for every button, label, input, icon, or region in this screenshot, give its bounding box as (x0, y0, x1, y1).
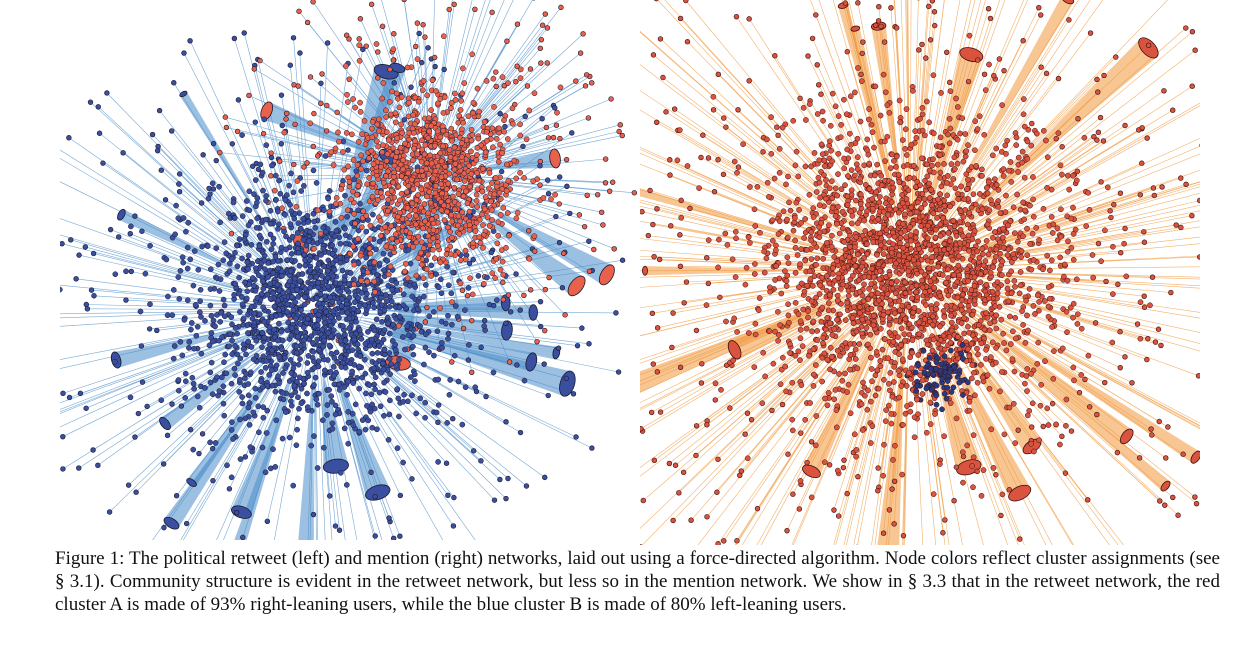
figure-label: Figure 1: (55, 548, 125, 569)
retweet-network-graph (60, 0, 638, 540)
edges (640, 0, 1200, 545)
figure-caption: Figure 1: The political retweet (left) a… (55, 547, 1220, 616)
nodes (60, 0, 638, 540)
figure-1 (60, 0, 1200, 545)
mention-network-graph (640, 0, 1200, 545)
caption-text: The political retweet (left) and mention… (55, 548, 1220, 615)
nodes (640, 0, 1200, 545)
